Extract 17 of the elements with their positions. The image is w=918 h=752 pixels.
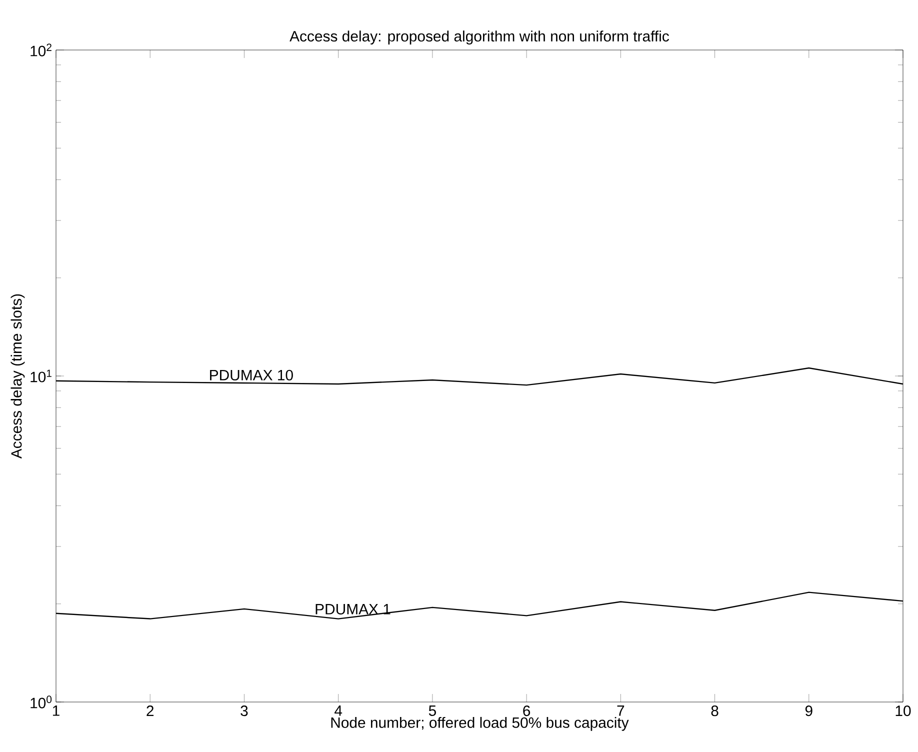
series-label: PDUMAX 10 — [210, 370, 293, 380]
x-tick-label: 3 — [240, 706, 248, 716]
x-tick-label: 5 — [428, 706, 436, 716]
x-axis-title: Node number; offered load 50% bus capacity — [331, 716, 629, 731]
x-tick-label: 6 — [523, 706, 530, 716]
x-tick-label: 4 — [334, 706, 342, 716]
x-tick-label: 10 — [896, 706, 911, 716]
y-tick-label: 10$^{1}$ — [30, 370, 52, 382]
y-axis-title: Access delay (time slots) — [10, 294, 25, 459]
x-tick-label: 9 — [805, 706, 812, 716]
y-tick-label: 10$^{0}$ — [30, 696, 52, 708]
x-tick-label: 1 — [52, 706, 60, 716]
x-tick-label: 2 — [146, 706, 154, 716]
chart-title: Access delay: proposed algorithm with non uniform traffic — [290, 30, 669, 44]
y-tick-label: 10$^{2}$ — [30, 44, 52, 56]
x-tick-label: 8 — [711, 706, 718, 716]
x-tick-label: 7 — [617, 706, 624, 716]
